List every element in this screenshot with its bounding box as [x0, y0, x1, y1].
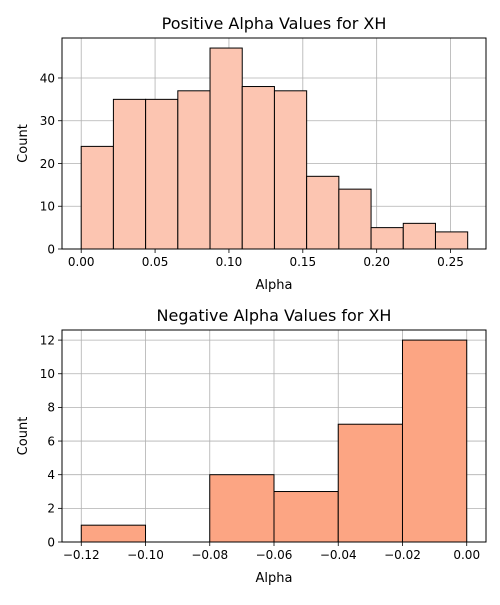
positive-y-tick-label-1: 10 [40, 200, 55, 214]
positive-bar-4 [209, 47, 243, 250]
negative-alpha-chart: −0.12 −0.10 −0.08 −0.06 −0.04 −0.02 0.00 0 2 4 6 8… [16, 306, 487, 586]
negative-y-tick-label-1: 2 [47, 502, 55, 516]
positive-chart-title: Positive Alpha Values for XH [162, 14, 387, 33]
negative-x-ticks: −0.12 −0.10 −0.08 −0.06 −0.04 −0.02 0.00 [63, 542, 480, 562]
positive-bar-7 [306, 175, 340, 250]
positive-bar-9 [370, 227, 404, 250]
positive-x-tick-label-0: 0.00 [68, 255, 95, 269]
positive-y-tick-label-4: 40 [40, 71, 55, 85]
positive-x-tick-label-1: 0.05 [142, 255, 169, 269]
negative-bar-0 [80, 524, 147, 543]
positive-x-tick-label-4: 0.20 [363, 255, 390, 269]
negative-x-tick-label-4: −0.04 [320, 548, 357, 562]
negative-x-tick-label-3: −0.06 [256, 548, 293, 562]
positive-x-tick-label-3: 0.15 [289, 255, 316, 269]
positive-bar-6 [273, 90, 308, 250]
negative-x-tick-label-2: −0.08 [191, 548, 228, 562]
negative-y-tick-label-3: 6 [47, 434, 55, 448]
positive-y-tick-label-2: 20 [40, 157, 55, 171]
negative-bar-4 [337, 423, 403, 543]
negative-bar-3 [273, 491, 339, 543]
negative-bar-2 [209, 474, 275, 543]
positive-x-tick-label-2: 0.10 [216, 255, 243, 269]
negative-y-tick-label-6: 12 [40, 333, 55, 347]
negative-y-ticks: 0 2 4 6 8 10 12 [40, 333, 62, 549]
positive-y-ticks: 0 10 20 30 40 [40, 71, 62, 256]
negative-y-tick-label-4: 8 [47, 401, 55, 415]
negative-chart-title: Negative Alpha Values for XH [157, 306, 392, 325]
positive-x-ticks: 0.00 0.05 0.10 0.15 0.20 0.25 [68, 249, 464, 269]
negative-x-tick-label-0: −0.12 [63, 548, 100, 562]
positive-y-tick-label-3: 30 [40, 114, 55, 128]
negative-x-tick-label-5: −0.02 [384, 548, 421, 562]
positive-bar-0 [80, 145, 114, 250]
positive-bar-2 [145, 98, 179, 250]
negative-y-tick-label-5: 10 [40, 367, 55, 381]
positive-x-tick-label-5: 0.25 [437, 255, 464, 269]
positive-bar-1 [112, 98, 147, 250]
negative-x-axis-label: Alpha [256, 571, 293, 586]
positive-bar-8 [338, 188, 372, 250]
positive-plot-frame [61, 37, 487, 250]
positive-y-tick-label-0: 0 [47, 242, 55, 256]
positive-x-axis-label: Alpha [256, 278, 293, 293]
positive-y-axis-label: Count [16, 124, 31, 163]
positive-bars [80, 47, 469, 250]
negative-y-tick-label-0: 0 [47, 535, 55, 549]
negative-y-tick-label-2: 4 [47, 468, 55, 482]
positive-bar-11 [434, 231, 469, 250]
negative-y-axis-label: Count [16, 417, 31, 456]
positive-bar-3 [177, 90, 211, 250]
negative-x-tick-label-1: −0.10 [127, 548, 164, 562]
negative-x-tick-label-6: 0.00 [453, 548, 480, 562]
positive-alpha-chart: 0.00 0.05 0.10 0.15 0.20 0.25 0 10 20 30 40 Posit… [16, 14, 487, 293]
positive-bar-5 [241, 86, 275, 250]
positive-bar-10 [402, 222, 436, 250]
negative-bar-5 [401, 339, 468, 543]
